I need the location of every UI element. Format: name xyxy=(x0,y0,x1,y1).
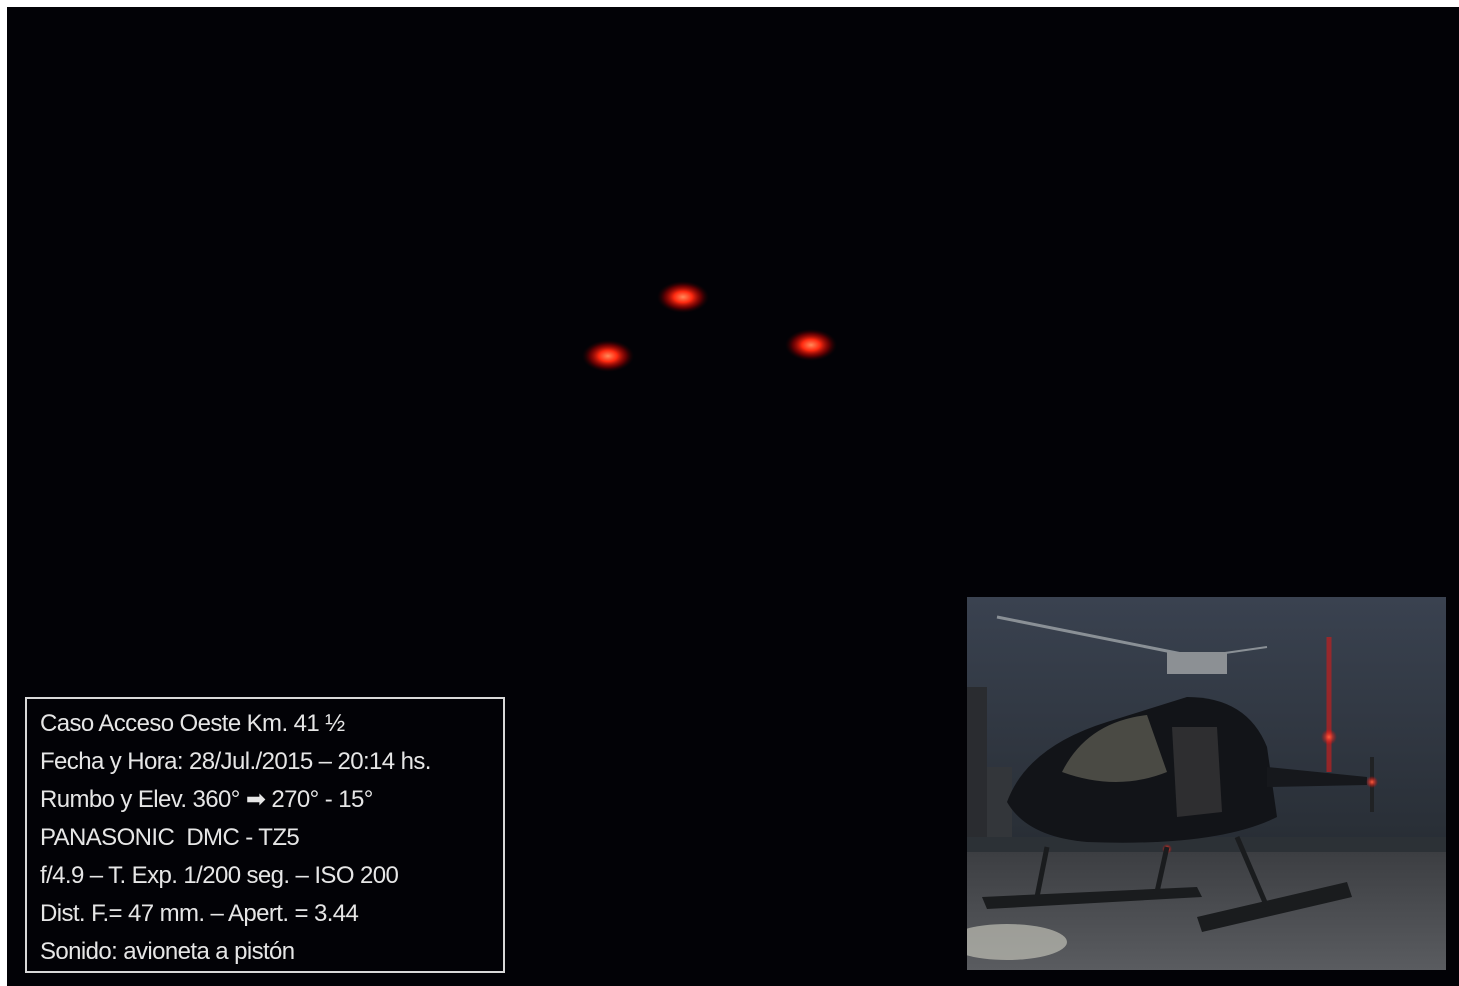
info-line: Fecha y Hora: 28/Jul./2015 – 20:14 hs. xyxy=(40,743,503,781)
helicopter-photo xyxy=(967,597,1446,970)
info-line: Sonido: avioneta a pistón xyxy=(40,933,503,971)
info-line: Dist. F.= 47 mm. – Apert. = 3.44 xyxy=(40,895,503,933)
info-line: PANASONIC DMC - TZ5 xyxy=(40,819,503,857)
red-light xyxy=(785,329,837,361)
page: Caso Acceso Oeste Km. 41 ½ Fecha y Hora:… xyxy=(0,0,1459,986)
red-light xyxy=(582,340,634,372)
info-line: Caso Acceso Oeste Km. 41 ½ xyxy=(40,705,503,743)
info-line: Rumbo y Elev. 360° ➡ 270° - 15° xyxy=(40,781,503,819)
info-line: f/4.9 – T. Exp. 1/200 seg. – ISO 200 xyxy=(40,857,503,895)
info-box: Caso Acceso Oeste Km. 41 ½ Fecha y Hora:… xyxy=(25,697,505,973)
red-light xyxy=(657,281,709,313)
